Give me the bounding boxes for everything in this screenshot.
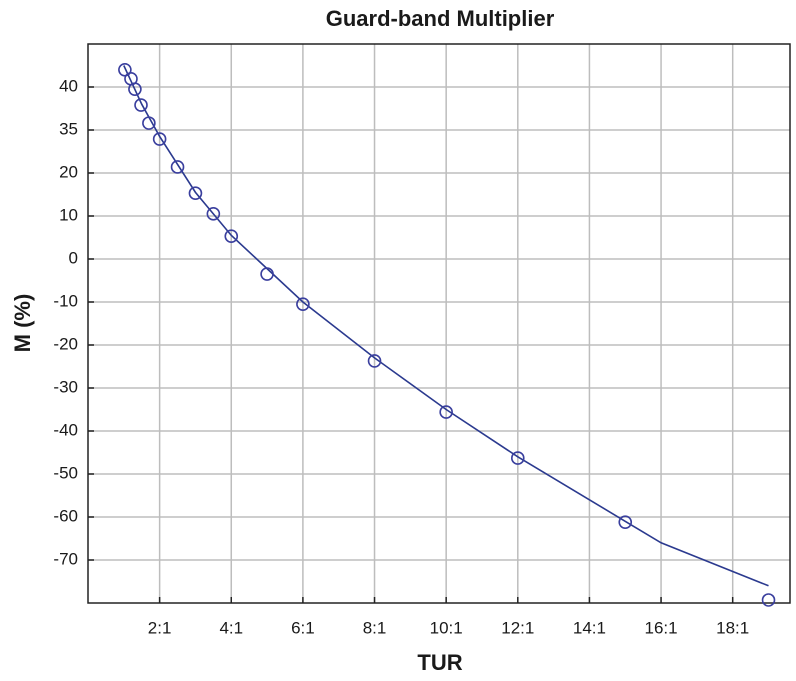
data-point [296, 297, 310, 311]
x-axis-label: TUR [417, 650, 462, 675]
plot-frame [87, 43, 791, 604]
fit-line [123, 65, 769, 587]
data-point [206, 207, 221, 221]
x-tick-label: 12:1 [501, 618, 534, 637]
x-tick-label: 8:1 [363, 618, 387, 637]
data-point [134, 98, 148, 112]
data-point [618, 515, 633, 529]
y-tick-label: -70 [53, 549, 78, 568]
data-point [128, 82, 142, 96]
y-tick-label: 40 [59, 76, 78, 95]
y-tick-label: -10 [53, 291, 78, 310]
y-tick-label: 10 [59, 205, 78, 224]
x-tick-label: 14:1 [573, 618, 606, 637]
y-tick-label: 35 [59, 119, 78, 138]
y-axis-label: M (%) [10, 294, 35, 353]
data-point [142, 116, 156, 130]
y-tick-label: -40 [53, 420, 78, 439]
data-point [761, 593, 776, 607]
data-point [510, 451, 525, 465]
y-tick-label: 0 [69, 248, 78, 267]
data-point [260, 267, 274, 281]
chart-title: Guard-band Multiplier [326, 6, 555, 31]
y-tick-label: -20 [53, 334, 78, 353]
x-tick-label: 6:1 [291, 618, 315, 637]
data-point [152, 132, 167, 146]
data-point [439, 405, 453, 419]
y-tick-label: -60 [53, 506, 78, 525]
data-point [224, 229, 239, 244]
data-point [118, 63, 132, 77]
x-tick-label: 16:1 [645, 618, 678, 637]
y-tick-label: 20 [59, 162, 78, 181]
x-tick-label: 18:1 [716, 618, 749, 637]
data-point [170, 160, 185, 174]
y-tick-label: -30 [53, 377, 78, 396]
y-tick-label: -50 [53, 463, 78, 482]
x-tick-label: 2:1 [148, 618, 172, 637]
data-point [367, 354, 382, 368]
x-tick-label: 10:1 [430, 618, 463, 637]
x-tick-label: 4:1 [219, 618, 243, 637]
data-point [188, 186, 203, 201]
